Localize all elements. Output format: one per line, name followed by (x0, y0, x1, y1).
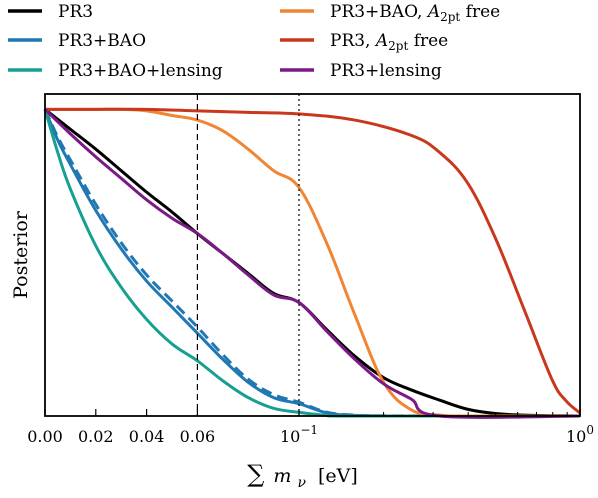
series-line-4 (45, 107, 581, 418)
series-line-6 (43, 108, 581, 419)
x-tick-label: 0.00 (27, 427, 63, 446)
series-line-2 (43, 108, 581, 418)
legend-label: PR3 (58, 2, 93, 22)
legend: PR3 PR3+BAO PR3+BAO+lensing PR3+BAO, A2pt f… (8, 2, 500, 81)
x-axis-label-nu: ν (297, 475, 306, 491)
x-tick-label: 0.06 (180, 427, 216, 446)
x-axis-label-m: m (273, 465, 291, 487)
plot-frame (44, 93, 581, 417)
legend-label: PR3+BAO+lensing (58, 61, 223, 81)
plot-area: 0.00 0.02 0.04 0.06 10−1 100 (27, 93, 594, 446)
curves (43, 107, 581, 419)
x-tick-label: 10−1 (280, 423, 318, 446)
x-axis-label-unit: [eV] (318, 465, 358, 487)
series-line-3 (43, 108, 581, 418)
y-axis-label: Posterior (10, 210, 32, 299)
reference-lines (196, 94, 300, 416)
x-tick-label: 100 (566, 423, 594, 446)
series-line-5 (45, 107, 581, 415)
x-tick-label: 0.04 (129, 427, 165, 446)
x-axis-ticks: 0.00 0.02 0.04 0.06 10−1 100 (27, 409, 594, 446)
x-axis-label-sum: ∑ (247, 460, 264, 488)
legend-label: PR3+lensing (330, 61, 442, 81)
series-line-0 (44, 108, 581, 418)
x-axis-label: ∑ m ν [eV] (247, 460, 358, 492)
series-line-1 (43, 108, 581, 418)
legend-label: PR3+BAO, A2pt free (330, 2, 500, 24)
legend-label: PR3+BAO (58, 31, 146, 51)
x-tick-label: 0.02 (78, 427, 114, 446)
legend-label: PR3, A2pt free (330, 31, 448, 53)
